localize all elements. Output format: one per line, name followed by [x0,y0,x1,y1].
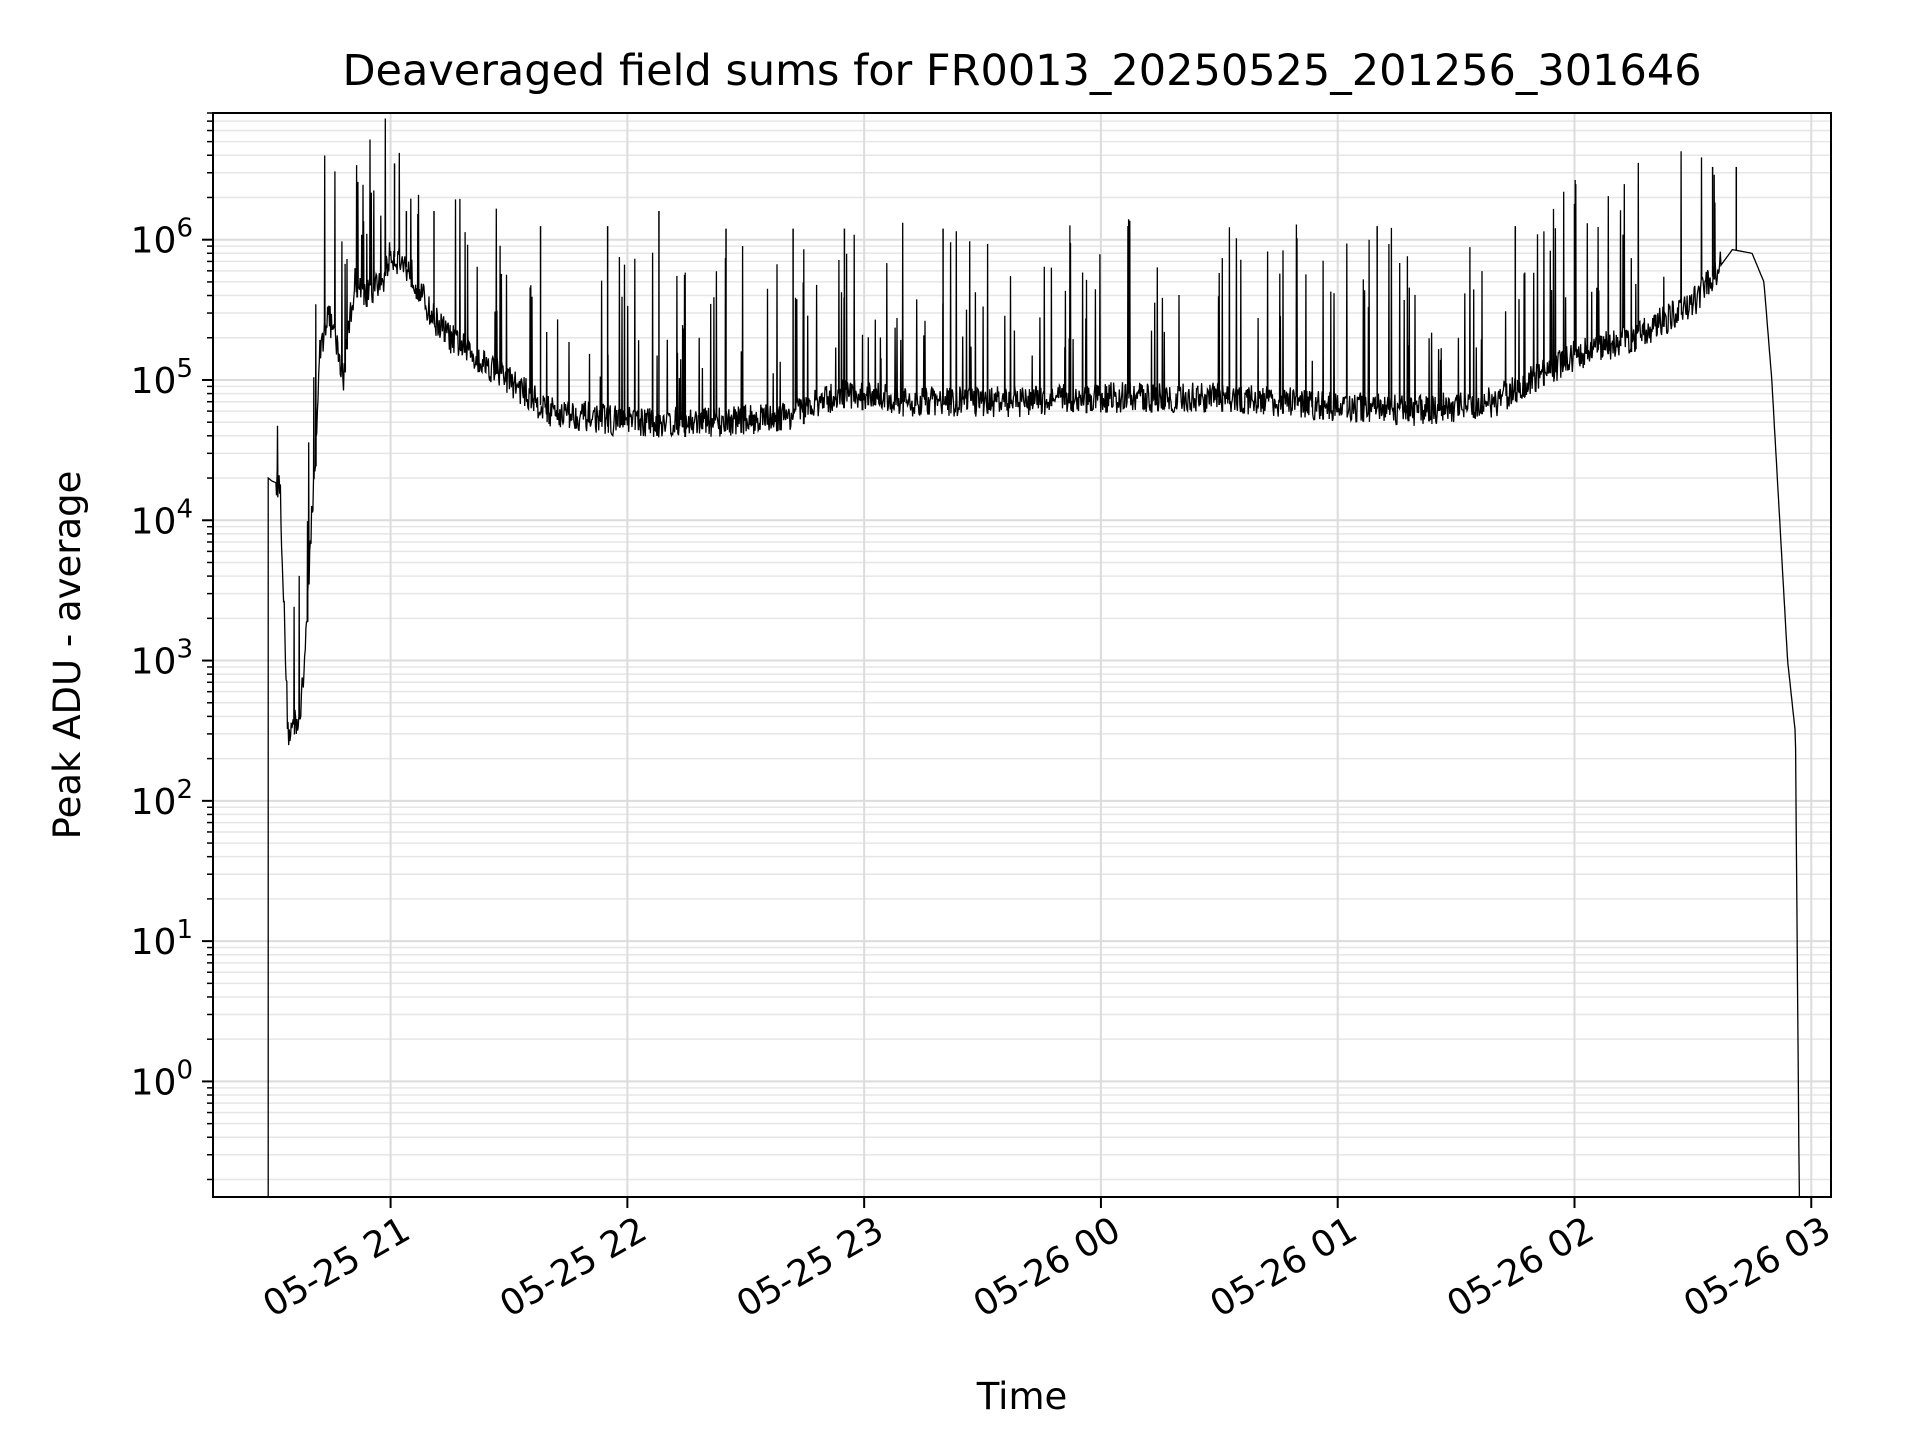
y-tick-label: 102 [131,775,193,823]
x-tick-label: 05-26 00 [967,1209,1128,1325]
x-tick-label: 05-26 02 [1440,1209,1601,1325]
y-tick-label: 104 [131,494,193,542]
y-tick-label: 100 [131,1055,193,1103]
y-tick-label: 103 [131,635,193,683]
x-tick-label: 05-25 23 [730,1209,891,1325]
series-path [267,118,1801,1198]
plot-frame [212,112,1832,1198]
series-line [267,118,1801,1198]
x-tick-label: 05-25 22 [493,1209,654,1325]
y-tick-label: 105 [131,354,193,402]
y-tick-label: 106 [131,214,193,262]
chart-title: Deaveraged field sums for FR0013_2025052… [342,46,1701,96]
y-axis: 100 101 102 103 104 105 106 [131,112,213,1181]
y-axis-label: Peak ADU - average [46,471,89,840]
grid [213,112,1831,1197]
y-tick-label: 101 [131,915,193,963]
x-tick-label: 05-26 03 [1677,1209,1838,1325]
x-axis: 05-25 21 05-25 22 05-25 23 05-26 00 05-26 01… [256,1197,1838,1326]
x-tick-label: 05-25 21 [256,1209,417,1325]
x-tick-label: 05-26 01 [1204,1209,1365,1325]
x-axis-label: Time [976,1375,1068,1418]
